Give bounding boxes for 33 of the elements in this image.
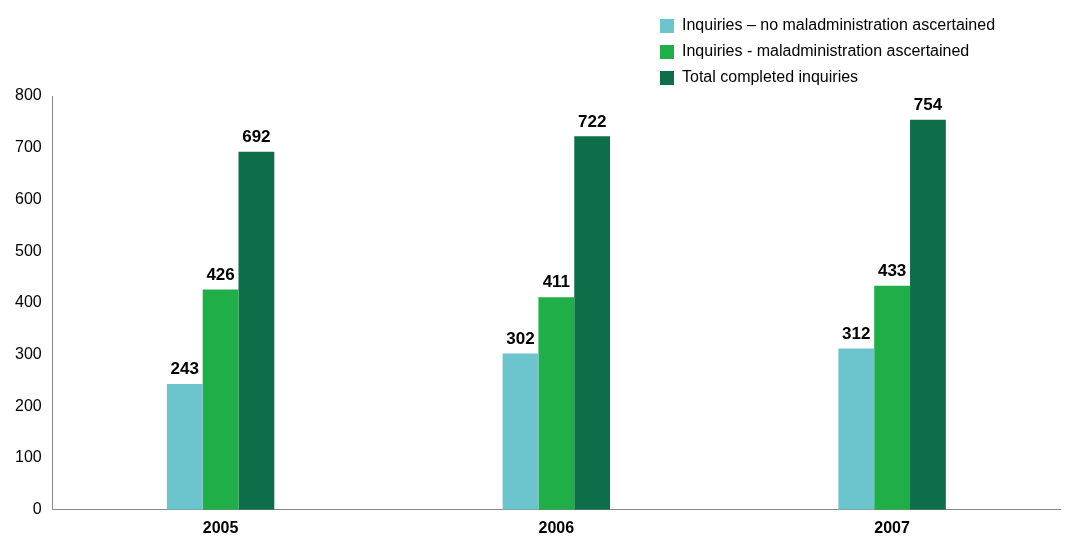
data-label: 411 (542, 272, 571, 292)
legend-label: Inquiries – no maladministration ascertained (682, 16, 996, 34)
data-label: 312 (842, 323, 871, 343)
bar (910, 119, 946, 510)
bar (874, 285, 911, 510)
y-tick-label: 0 (32, 500, 42, 518)
bar (538, 297, 575, 510)
data-label: 722 (577, 111, 607, 131)
x-tick-label: 2005 (202, 518, 239, 536)
y-tick-label: 500 (14, 241, 42, 259)
y-tick-label: 400 (14, 293, 42, 311)
legend-label: Inquiries - maladministration ascertained (682, 42, 970, 60)
bar (202, 289, 239, 510)
y-tick-label: 100 (14, 448, 42, 466)
data-label: 426 (206, 264, 235, 284)
y-tick-label: 200 (14, 396, 42, 414)
data-label: 433 (877, 261, 907, 281)
y-tick-label: 800 (14, 86, 42, 104)
legend-label: Total completed inquiries (682, 68, 859, 86)
y-tick-label: 700 (14, 138, 42, 156)
y-tick-label: 300 (14, 345, 42, 363)
bar (502, 353, 539, 510)
bar (838, 348, 875, 510)
data-label: 692 (242, 127, 271, 147)
x-tick-label: 2007 (874, 518, 911, 536)
x-tick-label: 2006 (538, 518, 575, 536)
y-tick-label: 600 (14, 189, 42, 207)
data-label: 754 (913, 94, 943, 114)
data-label: 243 (170, 359, 199, 379)
bar (166, 384, 203, 510)
bar (238, 151, 275, 510)
bar (574, 136, 611, 510)
data-label: 302 (506, 328, 535, 348)
